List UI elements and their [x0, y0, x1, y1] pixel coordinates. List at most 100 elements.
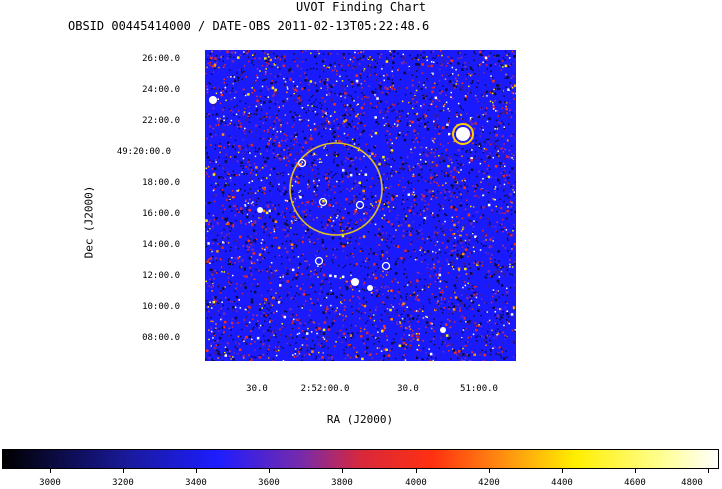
noise-pixel [243, 111, 246, 113]
noise-pixel [342, 122, 344, 125]
noise-pixel [423, 218, 425, 221]
noise-pixel [350, 80, 353, 84]
noise-pixel [304, 204, 307, 206]
noise-pixel [301, 307, 303, 309]
noise-pixel [445, 189, 448, 191]
noise-pixel [378, 290, 381, 293]
noise-pixel [363, 212, 365, 215]
noise-pixel [243, 159, 245, 161]
noise-pixel [507, 103, 509, 106]
noise-pixel [474, 321, 476, 323]
noise-pixel [316, 302, 319, 305]
noise-pixel [424, 330, 427, 332]
noise-pixel [461, 141, 463, 144]
noise-pixel [363, 289, 366, 292]
noise-pixel [380, 359, 382, 361]
noise-pixel [511, 50, 514, 53]
noise-pixel [404, 186, 407, 189]
noise-pixel [481, 298, 483, 300]
noise-pixel [417, 66, 421, 70]
noise-pixel [217, 357, 219, 359]
noise-pixel [503, 126, 505, 128]
noise-pixel [485, 157, 488, 160]
noise-pixel [310, 147, 312, 149]
noise-pixel [297, 319, 299, 321]
noise-pixel [363, 342, 365, 345]
noise-pixel [360, 184, 362, 186]
noise-pixel [210, 79, 212, 81]
noise-pixel [399, 298, 402, 301]
noise-pixel [257, 197, 259, 200]
noise-pixel [351, 188, 353, 191]
noise-pixel [367, 231, 370, 233]
noise-pixel [344, 172, 348, 175]
noise-pixel [370, 193, 372, 195]
noise-pixel [276, 245, 278, 247]
noise-pixel [238, 348, 242, 351]
noise-pixel [409, 233, 412, 236]
noise-pixel [371, 324, 374, 326]
noise-pixel [361, 173, 364, 176]
noise-pixel [415, 356, 419, 360]
noise-pixel [306, 349, 309, 352]
noise-pixel [479, 162, 482, 165]
noise-pixel [455, 287, 457, 289]
noise-pixel [209, 159, 211, 161]
noise-pixel [507, 206, 509, 208]
noise-pixel [498, 121, 500, 124]
noise-pixel [396, 119, 400, 123]
noise-pixel [234, 316, 238, 320]
noise-pixel [489, 238, 492, 241]
noise-pixel [216, 61, 218, 64]
noise-pixel [302, 274, 305, 277]
noise-pixel [507, 140, 509, 142]
noise-pixel [436, 98, 439, 101]
noise-pixel [391, 194, 394, 197]
noise-pixel [392, 206, 395, 209]
noise-pixel [296, 90, 298, 92]
noise-pixel [236, 190, 238, 192]
noise-pixel [416, 290, 419, 292]
noise-pixel [439, 62, 442, 65]
noise-pixel [343, 117, 346, 120]
noise-pixel [213, 328, 216, 331]
noise-pixel [391, 82, 395, 85]
noise-pixel [479, 262, 481, 264]
noise-pixel [236, 126, 239, 128]
noise-pixel [246, 311, 249, 314]
noise-pixel [464, 248, 468, 251]
noise-pixel [273, 329, 277, 332]
noise-pixel [426, 316, 428, 318]
noise-pixel [426, 128, 430, 131]
noise-pixel [455, 276, 458, 279]
noise-pixel [326, 86, 329, 89]
noise-pixel [482, 63, 484, 66]
noise-pixel [300, 50, 303, 52]
noise-pixel [220, 93, 224, 97]
noise-pixel [491, 254, 493, 256]
noise-pixel [224, 183, 227, 187]
noise-pixel [331, 144, 334, 147]
noise-pixel [482, 196, 485, 198]
noise-pixel [260, 158, 263, 160]
noise-pixel [302, 293, 306, 296]
noise-pixel [349, 123, 351, 126]
noise-pixel [509, 193, 512, 196]
noise-pixel [386, 116, 388, 119]
noise-pixel [298, 96, 301, 99]
noise-pixel [403, 273, 405, 275]
noise-pixel [408, 101, 410, 104]
noise-pixel [410, 205, 413, 208]
noise-pixel [389, 50, 391, 52]
noise-pixel [447, 120, 450, 122]
noise-pixel [276, 91, 279, 94]
noise-pixel [475, 195, 477, 197]
noise-pixel [296, 333, 299, 335]
noise-pixel [447, 164, 450, 168]
noise-pixel [450, 184, 454, 187]
noise-pixel [407, 344, 409, 346]
noise-pixel [374, 223, 377, 226]
noise-pixel [362, 55, 365, 58]
noise-pixel [289, 308, 292, 311]
noise-pixel [332, 248, 334, 251]
